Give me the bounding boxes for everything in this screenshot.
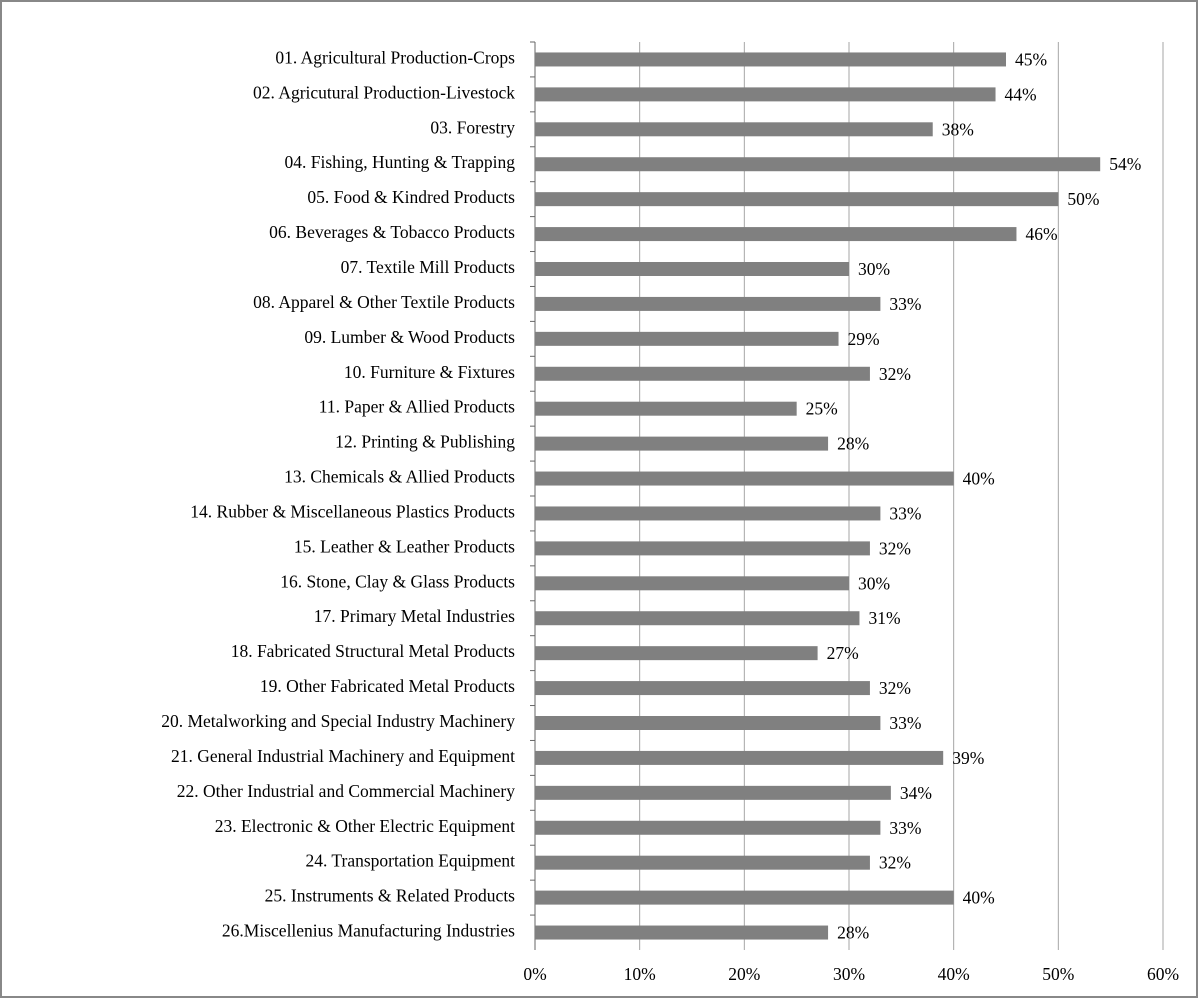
bar	[535, 262, 849, 276]
bar	[535, 471, 954, 486]
y-tick-label: 19. Other Fabricated Metal Products	[260, 676, 515, 696]
y-tick-label: 08. Apparel & Other Textile Products	[253, 292, 515, 312]
y-tick-label: 10. Furniture & Fixtures	[344, 362, 515, 382]
value-label: 30%	[858, 259, 890, 279]
value-label: 45%	[1015, 49, 1047, 69]
bar	[535, 541, 870, 556]
y-tick-label: 03. Forestry	[430, 117, 515, 137]
x-tick-label: 30%	[833, 964, 865, 984]
value-label: 30%	[858, 573, 890, 593]
y-tick-label: 07. Textile Mill Products	[341, 257, 516, 277]
value-label: 44%	[1005, 84, 1037, 104]
bar	[535, 192, 1059, 207]
bar	[535, 576, 849, 591]
value-label: 31%	[868, 608, 900, 628]
y-tick-label: 25. Instruments & Related Products	[265, 886, 516, 906]
y-tick-label: 13. Chemicals & Allied Products	[284, 467, 515, 487]
value-label: 28%	[837, 923, 869, 943]
value-label: 34%	[900, 783, 932, 803]
y-tick-label: 24. Transportation Equipment	[305, 851, 515, 871]
value-label: 46%	[1025, 224, 1057, 244]
bar	[535, 296, 881, 311]
bar	[535, 157, 1101, 172]
value-label: 33%	[889, 294, 921, 314]
value-label: 32%	[879, 364, 911, 384]
value-label: 40%	[963, 888, 995, 908]
y-tick-label: 22. Other Industrial and Commercial Mach…	[177, 781, 515, 801]
bar	[535, 366, 870, 381]
bar	[535, 785, 891, 800]
y-tick-label: 26.Miscellenius Manufacturing Industries	[222, 921, 515, 941]
bar	[535, 87, 996, 102]
value-label: 32%	[879, 678, 911, 698]
y-tick-label: 17. Primary Metal Industries	[314, 606, 515, 626]
bar	[535, 890, 954, 905]
value-label: 39%	[952, 748, 984, 768]
value-label: 50%	[1067, 189, 1099, 209]
y-tick-label: 21. General Industrial Machinery and Equ…	[171, 746, 515, 766]
bar	[535, 436, 829, 451]
bar	[535, 681, 870, 696]
y-tick-label: 02. Agricutural Production-Livestock	[253, 82, 515, 102]
value-label: 29%	[848, 329, 880, 349]
bar	[535, 925, 829, 940]
y-tick-label: 20. Metalworking and Special Industry Ma…	[161, 711, 515, 731]
bar	[535, 716, 881, 730]
bar	[535, 331, 839, 346]
bar	[535, 646, 818, 661]
y-tick-label: 06. Beverages & Tobacco Products	[269, 222, 515, 242]
x-tick-label: 50%	[1042, 964, 1074, 984]
bar	[535, 820, 881, 835]
value-label: 25%	[806, 399, 838, 419]
x-tick-label: 40%	[938, 964, 970, 984]
bar	[535, 122, 933, 137]
bar	[535, 611, 860, 626]
y-tick-label: 15. Leather & Leather Products	[294, 536, 515, 556]
value-label: 33%	[889, 503, 921, 523]
bar	[535, 506, 881, 521]
value-label: 33%	[889, 818, 921, 838]
value-label: 40%	[963, 469, 995, 489]
y-tick-label: 04. Fishing, Hunting & Trapping	[285, 152, 516, 172]
y-tick-label: 14. Rubber & Miscellaneous Plastics Prod…	[190, 501, 515, 521]
y-tick-label: 05. Food & Kindred Products	[307, 187, 515, 207]
y-tick-label: 01. Agricultural Production-Crops	[275, 47, 515, 67]
value-label: 28%	[837, 434, 869, 454]
x-tick-label: 60%	[1147, 964, 1179, 984]
bar	[535, 227, 1017, 242]
x-tick-label: 20%	[728, 964, 760, 984]
y-tick-label: 09. Lumber & Wood Products	[304, 327, 515, 347]
value-label: 27%	[827, 643, 859, 663]
y-tick-label: 16. Stone, Clay & Glass Products	[280, 571, 515, 591]
bar	[535, 52, 1006, 67]
bar	[535, 750, 944, 765]
value-label: 38%	[942, 119, 974, 139]
value-label: 32%	[879, 538, 911, 558]
bar	[535, 401, 797, 416]
y-tick-label: 11. Paper & Allied Products	[319, 397, 515, 417]
bar	[535, 855, 870, 870]
value-label: 33%	[889, 713, 921, 733]
value-label: 54%	[1109, 154, 1141, 174]
y-tick-label: 12. Printing & Publishing	[335, 432, 515, 452]
x-tick-label: 10%	[624, 964, 656, 984]
x-tick-label: 0%	[523, 964, 546, 984]
y-tick-label: 23. Electronic & Other Electric Equipmen…	[215, 816, 515, 836]
value-label: 32%	[879, 853, 911, 873]
y-tick-label: 18. Fabricated Structural Metal Products	[231, 641, 515, 661]
